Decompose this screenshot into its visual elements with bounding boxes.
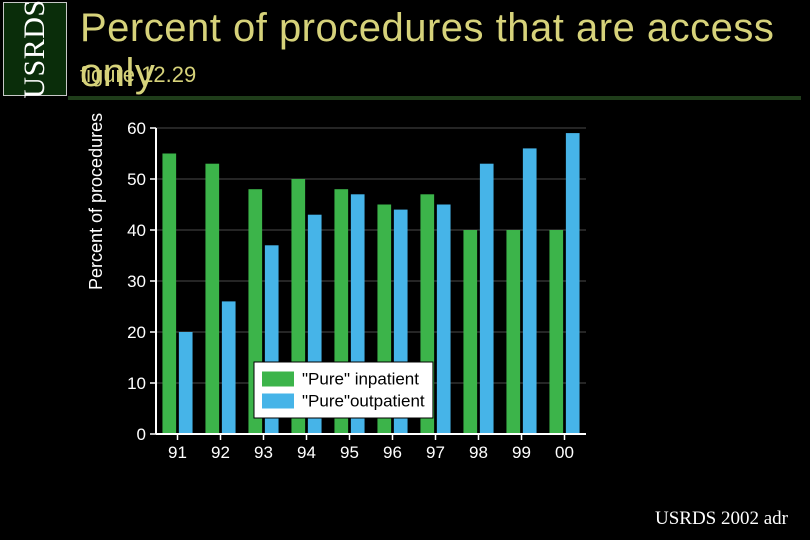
- y-tick-label: 40: [127, 221, 146, 240]
- y-tick-label: 10: [127, 374, 146, 393]
- chart-svg: 0 10 20 30 40 50 60 91 92 93 94 95 96 97 98 99 00 "Pure" …: [112, 122, 612, 482]
- x-tick-label: 98: [469, 443, 488, 462]
- legend-label: "Pure" inpatient: [302, 370, 419, 389]
- bar: [566, 133, 580, 434]
- bar: [162, 154, 176, 435]
- legend: "Pure" inpatient "Pure"outpatient: [254, 362, 433, 418]
- bar: [523, 148, 537, 434]
- y-tick-label: 50: [127, 170, 146, 189]
- legend-label: "Pure"outpatient: [302, 392, 425, 411]
- y-tick-label: 0: [137, 425, 146, 444]
- x-tick-label: 94: [297, 443, 316, 462]
- x-tick-label: 92: [211, 443, 230, 462]
- header-divider: [68, 96, 801, 100]
- x-tick-label: 99: [512, 443, 531, 462]
- x-tick-label: 91: [168, 443, 187, 462]
- bar: [205, 164, 219, 434]
- y-tick-label: 30: [127, 272, 146, 291]
- y-tick-label: 20: [127, 323, 146, 342]
- bar: [179, 332, 193, 434]
- figure-number: figure 12.29: [80, 62, 196, 88]
- x-tick-label: 00: [555, 443, 574, 462]
- x-tick-label: 95: [340, 443, 359, 462]
- bar: [549, 230, 563, 434]
- bar: [437, 205, 451, 435]
- x-tick-label: 97: [426, 443, 445, 462]
- brand-box: USRDS: [3, 2, 67, 96]
- slide-root: USRDS Percent of procedures that are acc…: [0, 0, 810, 540]
- bar: [463, 230, 477, 434]
- y-tick-label: 60: [127, 122, 146, 138]
- x-tick-label: 93: [254, 443, 273, 462]
- bar: [222, 301, 236, 434]
- bar: [506, 230, 520, 434]
- x-tick-label: 96: [383, 443, 402, 462]
- y-axis-label: Percent of procedures: [86, 113, 107, 290]
- footer-credit: USRDS 2002 adr: [655, 508, 788, 530]
- brand-label: USRDS: [18, 0, 52, 99]
- chart: 0 10 20 30 40 50 60 91 92 93 94 95 96 97 98 99 00 "Pure" …: [112, 122, 612, 482]
- bar: [480, 164, 494, 434]
